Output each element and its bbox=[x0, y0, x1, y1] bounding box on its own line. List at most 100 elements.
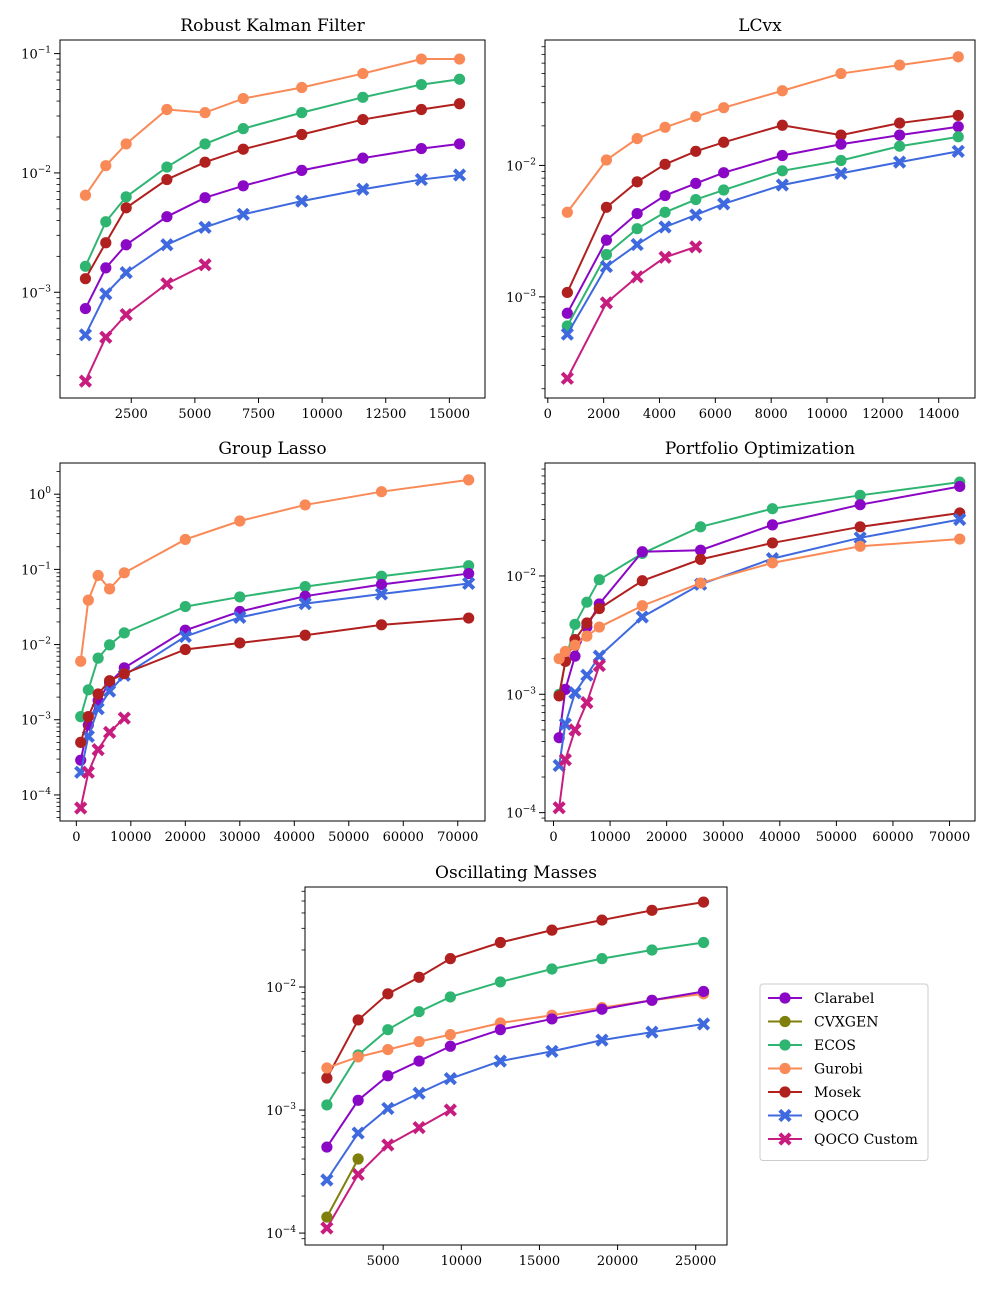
legend-marker-mosek bbox=[779, 1086, 791, 1098]
x-tick-label: 4000 bbox=[643, 407, 676, 422]
series-mosek bbox=[79, 98, 466, 285]
data-point-clarabel bbox=[636, 546, 648, 558]
series-line-clarabel bbox=[566, 125, 959, 314]
data-point-mosek bbox=[952, 109, 964, 122]
data-point-ecos bbox=[718, 184, 730, 196]
x-tick-label: 20000 bbox=[646, 830, 687, 845]
data-point-ecos bbox=[690, 193, 702, 206]
data-point-gurobi bbox=[453, 53, 466, 65]
data-point-clarabel bbox=[835, 138, 847, 150]
data-point-qoco-custom bbox=[443, 1103, 457, 1117]
data-point-qoco bbox=[462, 576, 476, 591]
series-line-ecos bbox=[566, 135, 959, 327]
series-ecos bbox=[553, 476, 966, 700]
data-point-gurobi bbox=[636, 600, 648, 612]
x-tick-label: 2500 bbox=[115, 407, 148, 422]
x-tick-label: 30000 bbox=[703, 830, 744, 845]
data-point-ecos bbox=[952, 131, 964, 143]
legend-item-mosek: Mosek bbox=[768, 1085, 861, 1101]
series-line-ecos bbox=[84, 78, 460, 267]
data-point-mosek bbox=[546, 924, 558, 936]
y-tick-label: 10−4 bbox=[506, 805, 536, 822]
y-tick-label: 10−3 bbox=[21, 712, 51, 729]
x-tick-label: 20000 bbox=[165, 830, 206, 845]
series-line-clarabel bbox=[326, 990, 704, 1148]
data-point-mosek bbox=[79, 273, 92, 285]
series-mosek bbox=[561, 109, 964, 299]
data-point-clarabel bbox=[546, 1013, 558, 1025]
data-point-mosek bbox=[100, 237, 112, 249]
data-point-mosek bbox=[103, 675, 116, 687]
x-tick-label: 50000 bbox=[328, 830, 369, 845]
series-qoco bbox=[552, 512, 967, 773]
series-line-gurobi bbox=[558, 538, 960, 660]
data-point-mosek bbox=[453, 98, 466, 110]
data-point-qoco-custom bbox=[568, 723, 582, 737]
data-point-cvxgen bbox=[352, 1153, 364, 1165]
data-point-mosek bbox=[596, 914, 608, 926]
series-ecos bbox=[561, 131, 964, 332]
data-point-qoco bbox=[351, 1126, 365, 1140]
series-line-mosek bbox=[566, 114, 959, 293]
data-point-mosek bbox=[75, 736, 87, 748]
data-point-qoco-custom bbox=[689, 240, 703, 254]
plot-frame bbox=[544, 39, 976, 399]
data-point-qoco-custom bbox=[580, 696, 594, 710]
data-point-gurobi bbox=[776, 85, 788, 97]
legend-marker-cvxgen bbox=[779, 1015, 791, 1028]
data-point-clarabel bbox=[600, 234, 613, 246]
data-point-qoco bbox=[160, 238, 174, 252]
data-point-mosek bbox=[697, 896, 710, 908]
data-point-mosek bbox=[463, 612, 475, 624]
data-point-mosek bbox=[593, 602, 605, 615]
data-point-mosek bbox=[659, 158, 671, 170]
data-point-mosek bbox=[894, 117, 906, 129]
y-tick-label: 10−2 bbox=[266, 979, 296, 996]
data-point-gurobi bbox=[120, 138, 132, 150]
data-point-mosek bbox=[600, 201, 613, 213]
data-point-mosek bbox=[357, 113, 369, 126]
data-point-ecos bbox=[646, 944, 658, 956]
x-tick-label: 5000 bbox=[367, 1254, 400, 1269]
series-mosek bbox=[321, 896, 710, 1084]
data-point-gurobi bbox=[357, 67, 369, 80]
data-point-mosek bbox=[199, 156, 211, 168]
series-qoco-custom bbox=[320, 1103, 457, 1235]
data-point-ecos bbox=[375, 570, 388, 582]
data-point-gurobi bbox=[561, 206, 573, 218]
data-point-qoco bbox=[892, 155, 907, 169]
y-tick-label: 10−3 bbox=[506, 686, 536, 703]
data-point-mosek bbox=[118, 668, 130, 680]
data-point-gurobi bbox=[234, 515, 246, 527]
x-tick-label: 30000 bbox=[219, 830, 260, 845]
data-point-clarabel bbox=[776, 149, 788, 162]
data-point-qoco bbox=[414, 172, 428, 187]
data-point-clarabel bbox=[854, 499, 866, 511]
data-point-gurobi bbox=[415, 53, 427, 65]
data-point-qoco bbox=[178, 629, 192, 644]
data-point-clarabel bbox=[690, 177, 702, 189]
data-point-gurobi bbox=[199, 107, 211, 119]
data-point-clarabel bbox=[453, 138, 466, 150]
data-point-ecos bbox=[596, 953, 608, 965]
data-point-mosek bbox=[631, 176, 643, 188]
chart-lcvx: LCvx 0 2000 4000 6000 8000 10000 12000 14000 10−3… bbox=[506, 16, 976, 422]
data-point-qoco bbox=[236, 207, 250, 221]
x-tick-label: 0 bbox=[72, 830, 80, 845]
series-line-gurobi bbox=[566, 55, 959, 213]
data-point-ecos bbox=[894, 140, 906, 152]
data-point-qoco bbox=[320, 1173, 334, 1187]
data-point-qoco-custom bbox=[74, 801, 88, 815]
data-point-qoco-custom bbox=[412, 1120, 426, 1135]
data-point-qoco bbox=[834, 166, 848, 180]
data-point-gurobi bbox=[237, 92, 249, 105]
x-tick-label: 10000 bbox=[806, 407, 847, 422]
x-tick-label: 10000 bbox=[589, 830, 630, 845]
chart-oscillating-masses: Oscillating Masses 5000 10000 15000 20000 250… bbox=[266, 863, 728, 1269]
data-point-qoco bbox=[560, 327, 574, 341]
data-point-mosek bbox=[234, 637, 246, 649]
data-point-clarabel bbox=[413, 1055, 425, 1067]
series-qoco bbox=[74, 576, 476, 779]
data-point-qoco bbox=[689, 208, 703, 222]
x-tick-label: 15000 bbox=[519, 1254, 560, 1269]
